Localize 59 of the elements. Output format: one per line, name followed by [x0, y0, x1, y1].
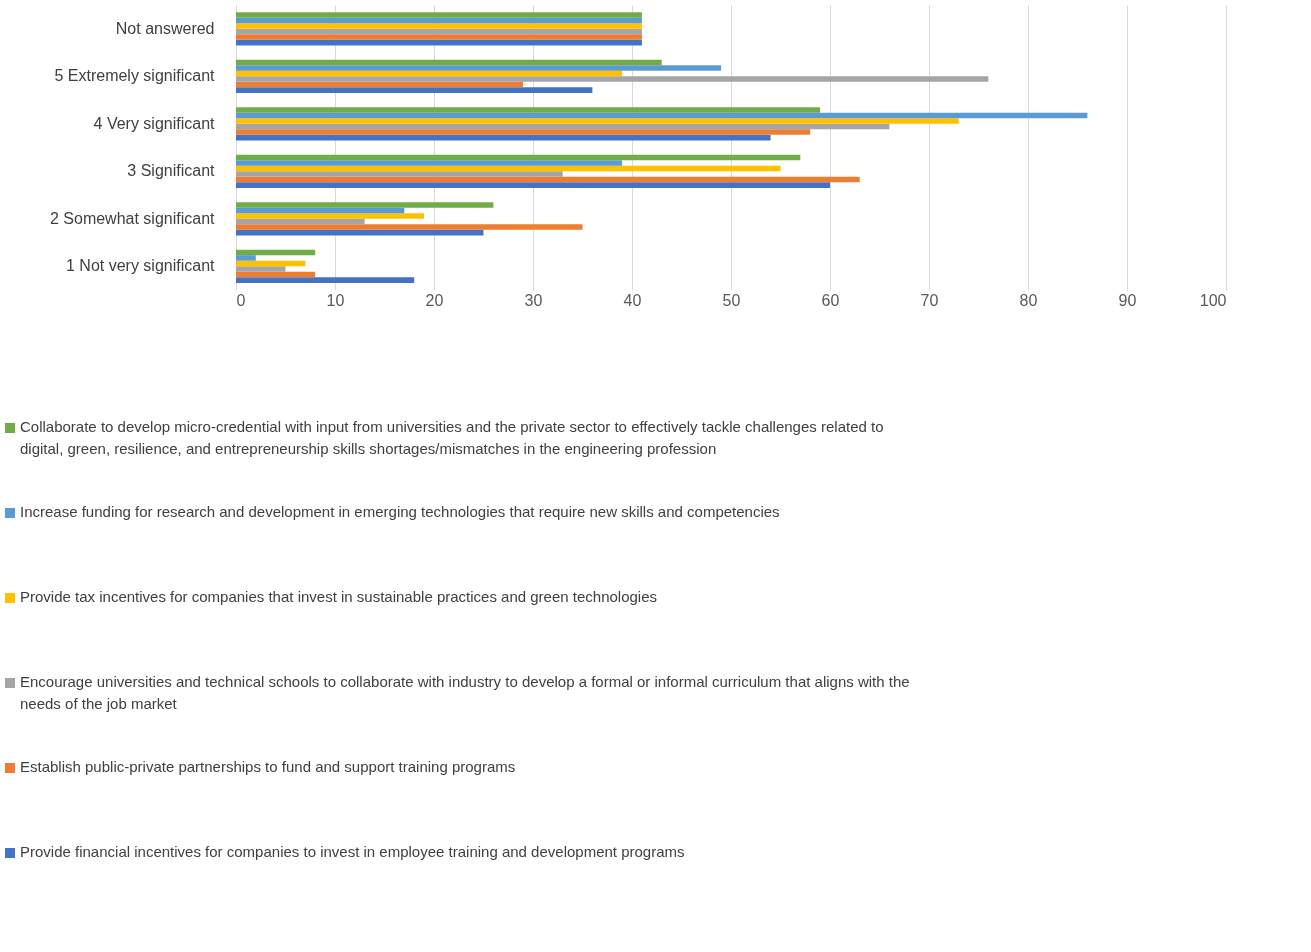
bar — [236, 23, 642, 29]
x-tick-label: 10 — [326, 291, 345, 309]
x-tick-label: 30 — [524, 291, 543, 309]
x-tick-label: 90 — [1118, 291, 1137, 309]
bar — [236, 249, 316, 256]
bar — [236, 202, 494, 208]
bar — [236, 28, 642, 35]
legend-label: Encourage universities and technical schools to collaborate with industry to develop a formal or informal curriculum that aligns with the needs of the job market — [20, 673, 910, 712]
bar — [236, 171, 563, 177]
bar — [236, 207, 405, 214]
bar — [236, 34, 642, 40]
bar — [236, 165, 781, 172]
x-tick-label: 60 — [821, 291, 840, 309]
bar — [236, 87, 593, 93]
x-tick-label: 0 — [236, 291, 246, 309]
bar — [236, 59, 662, 66]
y-tick-label: Not answered — [115, 19, 215, 37]
x-tick-label: 50 — [722, 291, 741, 309]
bar — [236, 229, 484, 236]
y-tick-label: 2 Somewhat significant — [49, 209, 216, 227]
bar — [236, 160, 623, 166]
x-tick-label: 80 — [1019, 291, 1038, 309]
legend-label: Provide financial incentives for companies to invest in employee training and development programs — [20, 843, 685, 860]
bar — [236, 277, 415, 283]
legend-label: Establish public-private partnerships to fund and support training programs — [20, 758, 516, 775]
y-tick-label: 3 Significant — [127, 162, 216, 180]
y-tick-label: 1 Not very significant — [65, 257, 216, 275]
bar — [236, 213, 425, 219]
bar — [236, 154, 801, 161]
bar — [236, 129, 811, 135]
bar — [236, 134, 771, 141]
bar — [236, 260, 306, 267]
legend-label: Increase funding for research and development in emerging technologies that require new skills and competencies — [20, 503, 780, 520]
bar — [236, 17, 642, 24]
bar — [236, 81, 524, 88]
bar — [236, 39, 642, 46]
bar — [236, 218, 365, 225]
x-tick-label: 70 — [920, 291, 939, 309]
bar — [236, 255, 256, 261]
legend-label: Provide tax incentives for companies that invest in sustainable practices and green technologies — [20, 588, 658, 605]
bar — [236, 266, 286, 272]
bar — [236, 118, 959, 124]
bar — [236, 123, 890, 130]
bar — [236, 224, 583, 230]
y-tick-label: 4 Very significant — [93, 114, 216, 132]
bar — [236, 112, 1088, 119]
bar — [236, 176, 860, 183]
bar — [236, 70, 623, 77]
bar — [236, 76, 989, 82]
legend-label: Collaborate to develop micro-credential with input from universities and the private sector to effectively tackle challenges related to digital, green, resilience, and entrepreneurship skills shortages/mismatches in the engineering profession — [20, 418, 884, 457]
x-tick-label: 100 — [1199, 291, 1227, 309]
bar — [236, 12, 642, 18]
x-tick-label: 20 — [425, 291, 444, 309]
y-tick-label: 5 Extremely significant — [54, 67, 216, 85]
x-tick-label: 40 — [623, 291, 642, 309]
bar — [236, 107, 821, 113]
bar — [236, 65, 722, 71]
bar — [236, 182, 830, 188]
bar — [236, 271, 316, 278]
